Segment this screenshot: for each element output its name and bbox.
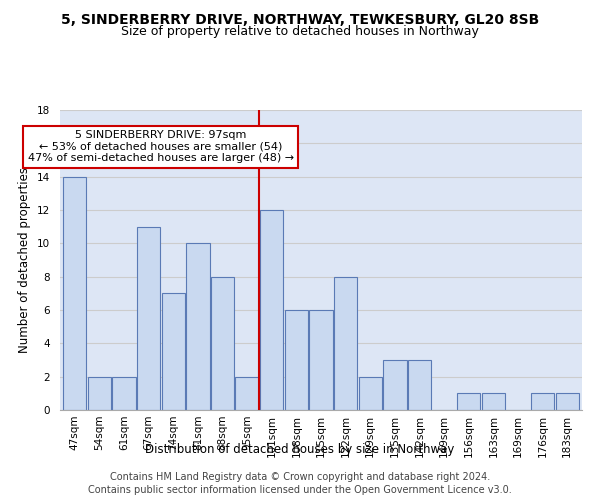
Bar: [482, 394, 505, 410]
Bar: [457, 394, 481, 410]
Y-axis label: Number of detached properties: Number of detached properties: [19, 167, 31, 353]
Bar: [310, 310, 332, 410]
Bar: [334, 276, 358, 410]
Bar: [161, 294, 185, 410]
Bar: [137, 226, 160, 410]
Bar: [112, 376, 136, 410]
Bar: [359, 376, 382, 410]
Bar: [556, 394, 579, 410]
Text: 5 SINDERBERRY DRIVE: 97sqm
← 53% of detached houses are smaller (54)
47% of semi: 5 SINDERBERRY DRIVE: 97sqm ← 53% of deta…: [28, 130, 294, 163]
Text: 5, SINDERBERRY DRIVE, NORTHWAY, TEWKESBURY, GL20 8SB: 5, SINDERBERRY DRIVE, NORTHWAY, TEWKESBU…: [61, 12, 539, 26]
Bar: [63, 176, 86, 410]
Text: Contains HM Land Registry data © Crown copyright and database right 2024.: Contains HM Land Registry data © Crown c…: [110, 472, 490, 482]
Text: Size of property relative to detached houses in Northway: Size of property relative to detached ho…: [121, 25, 479, 38]
Bar: [284, 310, 308, 410]
Text: Contains public sector information licensed under the Open Government Licence v3: Contains public sector information licen…: [88, 485, 512, 495]
Bar: [235, 376, 259, 410]
Bar: [531, 394, 554, 410]
Bar: [186, 244, 209, 410]
Bar: [260, 210, 283, 410]
Bar: [408, 360, 431, 410]
Bar: [383, 360, 407, 410]
Bar: [88, 376, 111, 410]
Text: Distribution of detached houses by size in Northway: Distribution of detached houses by size …: [145, 442, 455, 456]
Bar: [211, 276, 234, 410]
